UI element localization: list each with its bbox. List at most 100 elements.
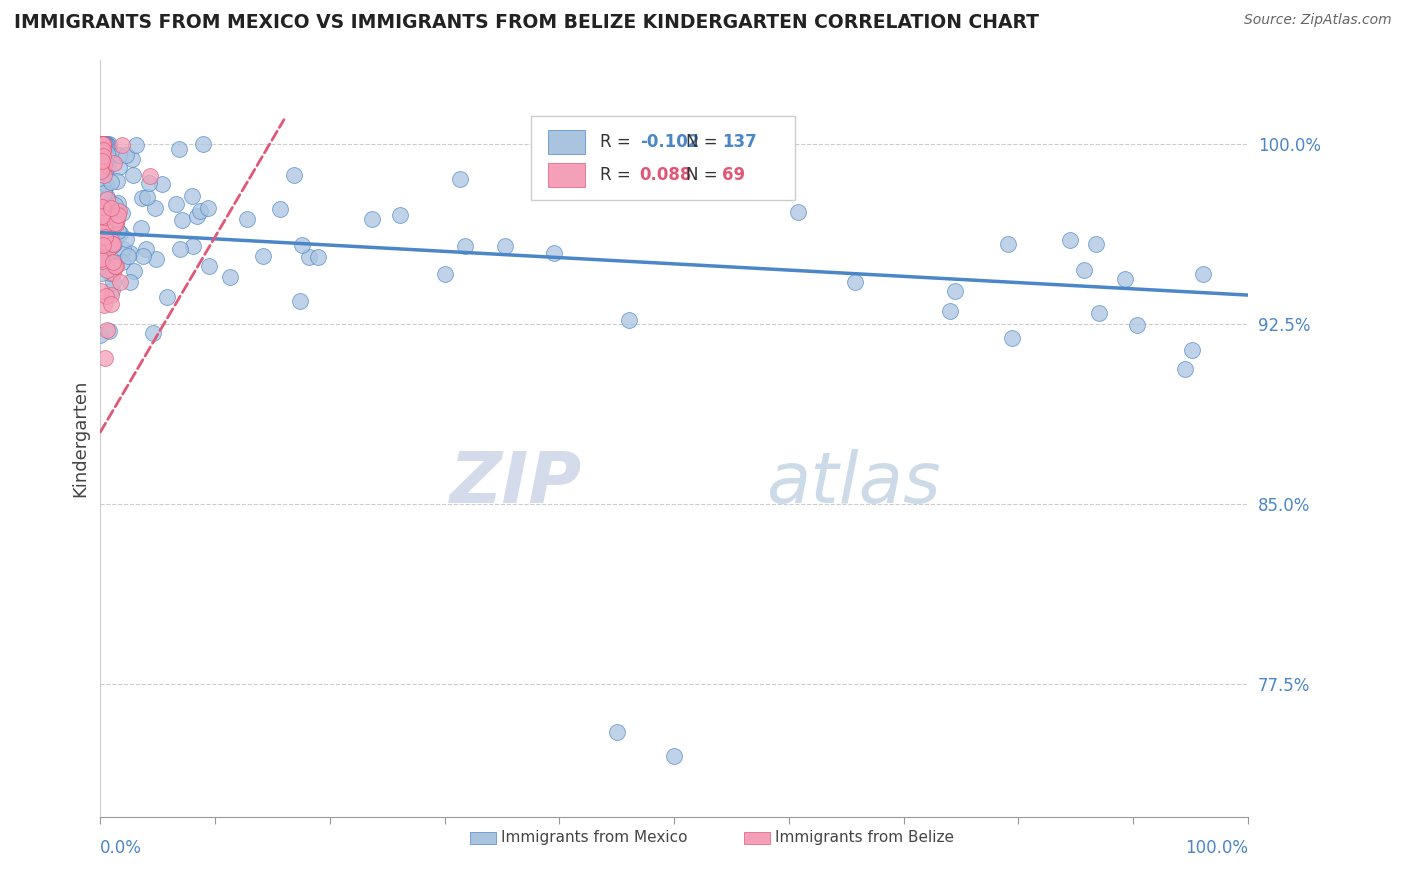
Point (90, 252, 112, 266)
Point (91, 200, 114, 214)
Point (98, 206, 121, 220)
Point (98, 226, 121, 240)
Point (91, 136, 114, 151)
Point (91, 145, 114, 159)
Point (122, 263, 145, 277)
Point (96, 262, 118, 277)
Point (90, 145, 112, 160)
Point (283, 168, 305, 182)
Point (101, 213, 124, 227)
Point (1001, 331, 1024, 345)
Point (93, 168, 115, 182)
Point (943, 284, 966, 298)
Point (94, 161, 117, 175)
FancyBboxPatch shape (530, 116, 794, 200)
Point (97, 242, 120, 256)
Point (252, 250, 274, 264)
Point (494, 239, 516, 253)
Point (111, 255, 134, 269)
Point (93, 147, 115, 161)
Text: IMMIGRANTS FROM MEXICO VS IMMIGRANTS FROM BELIZE KINDERGARTEN CORRELATION CHART: IMMIGRANTS FROM MEXICO VS IMMIGRANTS FRO… (14, 13, 1039, 32)
Point (638, 136, 661, 151)
Point (939, 303, 962, 318)
Point (91, 156, 114, 170)
Point (165, 197, 187, 211)
Point (101, 276, 124, 290)
Point (454, 239, 477, 253)
Point (93, 158, 115, 172)
Point (91, 142, 114, 156)
Point (104, 259, 127, 273)
Point (108, 147, 131, 161)
Point (181, 189, 204, 203)
Point (93, 175, 115, 189)
Point (90, 155, 112, 169)
Point (156, 290, 179, 304)
Point (132, 249, 155, 263)
Point (145, 252, 167, 266)
Point (121, 168, 143, 182)
Point (89, 327, 111, 342)
Point (90, 136, 112, 151)
Point (107, 195, 129, 210)
Point (91, 155, 114, 169)
Point (186, 209, 208, 223)
Point (94, 136, 117, 151)
Point (1126, 318, 1149, 333)
Point (997, 236, 1019, 251)
Point (90, 285, 112, 299)
Point (90, 209, 112, 223)
Point (105, 212, 128, 227)
Point (91, 143, 114, 157)
Point (90, 205, 112, 219)
Point (125, 138, 148, 153)
Point (93, 219, 115, 234)
Point (90, 153, 112, 167)
Point (100, 202, 122, 216)
Point (188, 204, 211, 219)
Point (101, 237, 124, 252)
Point (96, 146, 118, 161)
Point (183, 238, 205, 252)
Point (98, 194, 121, 209)
Point (100, 296, 122, 310)
Point (96, 192, 118, 206)
Point (150, 177, 173, 191)
Point (90, 209, 112, 223)
Point (167, 143, 190, 157)
Point (103, 237, 125, 252)
Point (787, 205, 810, 219)
Point (219, 269, 242, 284)
Point (91, 200, 114, 214)
Text: 0.088: 0.088 (640, 166, 692, 184)
Point (1073, 263, 1095, 277)
Point (197, 201, 219, 215)
Point (114, 147, 136, 161)
Point (108, 160, 131, 174)
Point (91, 136, 114, 151)
Point (105, 174, 128, 188)
Point (1114, 272, 1136, 286)
Point (118, 275, 141, 289)
Point (662, 749, 685, 764)
Point (101, 258, 124, 272)
Point (96, 190, 118, 204)
Text: Source: ZipAtlas.com: Source: ZipAtlas.com (1244, 13, 1392, 28)
Point (619, 313, 641, 327)
Point (93, 298, 115, 312)
Point (91, 143, 114, 157)
Point (90, 136, 112, 151)
Point (107, 209, 129, 223)
Point (90, 154, 112, 169)
Point (90, 202, 112, 216)
Point (97, 217, 120, 231)
Y-axis label: Kindergarten: Kindergarten (72, 379, 89, 497)
Point (97, 138, 120, 153)
Point (138, 176, 160, 190)
Point (112, 242, 135, 256)
Point (129, 221, 152, 235)
Point (97, 324, 120, 338)
Point (91, 136, 114, 151)
Point (101, 254, 124, 268)
Point (96, 160, 118, 174)
